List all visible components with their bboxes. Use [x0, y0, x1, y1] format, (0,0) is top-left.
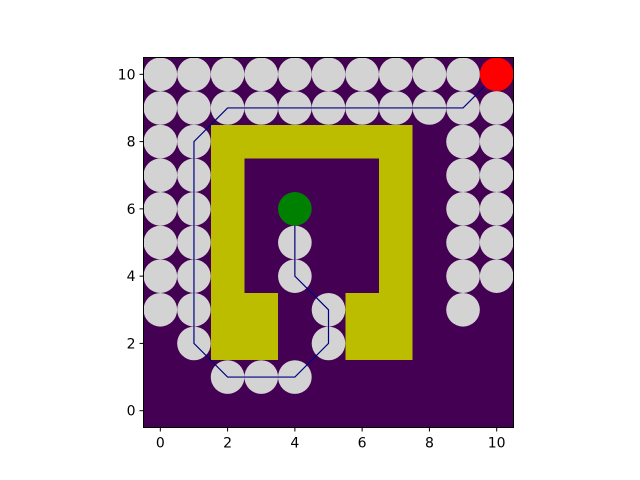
obstacle-cell: [244, 292, 279, 327]
obstacle-cell: [345, 326, 379, 361]
visited-node: [143, 158, 178, 193]
obstacle-cell: [210, 158, 245, 193]
visited-node: [446, 259, 480, 293]
obstacle-cell: [378, 192, 413, 226]
visited-node: [479, 259, 514, 293]
visited-node: [446, 57, 480, 92]
x-tick-label: 4: [290, 436, 299, 452]
visited-node: [143, 57, 178, 92]
visited-node: [446, 158, 480, 193]
y-tick-label: 2: [127, 336, 136, 352]
y-tick-label: 6: [127, 202, 136, 218]
visited-node: [345, 57, 379, 92]
markers-layer: [278, 57, 514, 226]
y-tick-label: 10: [118, 67, 136, 83]
visited-node: [446, 225, 480, 260]
obstacle-cell: [210, 292, 245, 327]
x-tick-label: 6: [358, 436, 367, 452]
visited-node: [177, 57, 211, 92]
obstacle-cell: [378, 326, 413, 361]
visited-node: [479, 91, 514, 125]
obstacle-cell: [378, 225, 413, 260]
axes-layer: 0 2 4 6 8 10 0 2 4 6 8 10: [118, 57, 514, 452]
x-tick-label: 0: [156, 436, 165, 452]
visited-node: [479, 158, 514, 193]
y-tick-label: 0: [127, 404, 136, 420]
x-tick-label: 10: [488, 436, 506, 452]
visited-node: [143, 292, 178, 327]
visited-nodes-layer: [143, 57, 514, 394]
visited-node: [446, 192, 480, 226]
visited-node: [210, 57, 245, 92]
obstacle-cell: [210, 192, 245, 226]
visited-node: [143, 192, 178, 226]
obstacle-cell: [378, 158, 413, 193]
visited-node: [311, 57, 346, 92]
visited-node: [143, 124, 178, 159]
goal-marker: [479, 57, 514, 92]
obstacle-cell: [345, 292, 379, 327]
obstacle-cell: [378, 259, 413, 293]
axes-frame: [143, 57, 514, 428]
obstacle-cell: [210, 124, 245, 159]
visited-node: [479, 124, 514, 159]
visited-node: [378, 57, 413, 92]
x-tick-label: 8: [425, 436, 434, 452]
visited-node: [446, 124, 480, 159]
obstacle-layer: [210, 124, 413, 361]
obstacle-cell: [244, 124, 279, 159]
y-tick-label: 4: [127, 269, 136, 285]
visited-node: [143, 225, 178, 260]
visited-node: [479, 192, 514, 226]
visited-node: [446, 292, 480, 327]
visited-node: [412, 57, 447, 92]
obstacle-cell: [210, 225, 245, 260]
visited-node: [278, 57, 312, 92]
visited-node: [143, 259, 178, 293]
obstacle-cell: [378, 292, 413, 327]
obstacle-cell: [244, 326, 279, 361]
obstacle-cell: [378, 124, 413, 159]
start-marker: [278, 192, 312, 226]
path-layer: [193, 73, 498, 378]
path-line: [193, 73, 498, 378]
obstacle-cell: [311, 124, 346, 159]
obstacle-cell: [345, 124, 379, 159]
obstacle-cell: [210, 326, 245, 361]
visited-node: [177, 91, 211, 125]
x-tick-label: 2: [223, 436, 232, 452]
y-tick-label: 8: [127, 135, 136, 151]
obstacle-cell: [210, 259, 245, 293]
obstacle-cell: [278, 124, 312, 159]
visited-node: [143, 91, 178, 125]
visited-node: [479, 225, 514, 260]
visited-node: [244, 57, 279, 92]
